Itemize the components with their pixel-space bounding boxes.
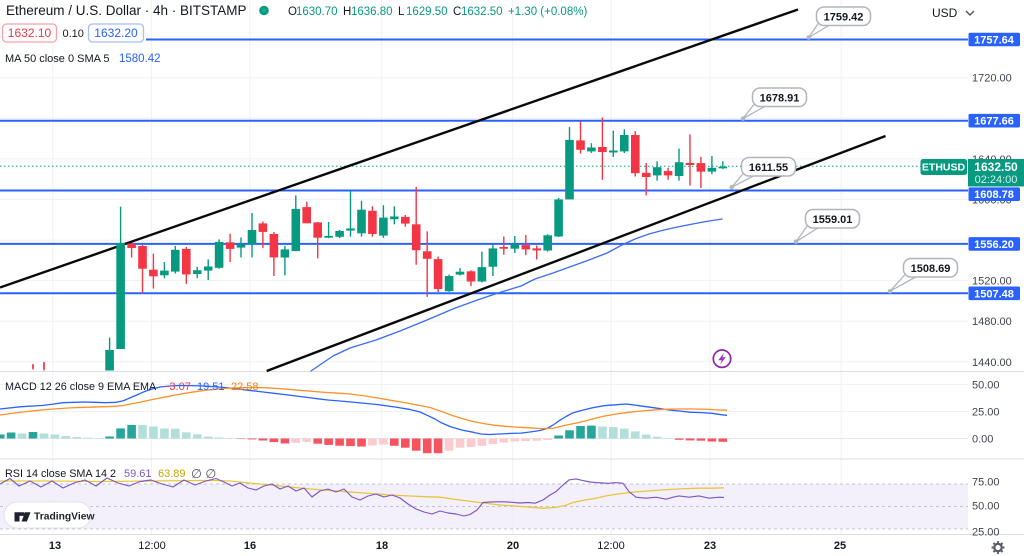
svg-text:19.51: 19.51 [197, 381, 225, 393]
svg-text:L: L [398, 6, 405, 18]
svg-text:1520.00: 1520.00 [972, 276, 1012, 288]
svg-text:+1.30 (+0.08%): +1.30 (+0.08%) [508, 6, 587, 18]
svg-text:−3.07: −3.07 [163, 381, 191, 393]
svg-text:75.00: 75.00 [972, 477, 1000, 489]
svg-text:H: H [343, 6, 351, 18]
svg-text:12:00: 12:00 [138, 540, 166, 552]
svg-text:50.00: 50.00 [972, 380, 1000, 392]
svg-text:1678.91: 1678.91 [760, 92, 800, 104]
svg-text:1559.01: 1559.01 [813, 214, 853, 226]
svg-text:25: 25 [834, 540, 846, 552]
svg-text:1556.20: 1556.20 [974, 239, 1014, 251]
svg-text:ETHUSD: ETHUSD [922, 162, 966, 174]
svg-text:12:00: 12:00 [597, 540, 625, 552]
svg-text:20: 20 [507, 540, 519, 552]
svg-text:∅ ∅: ∅ ∅ [191, 467, 216, 481]
svg-text:0.00: 0.00 [972, 434, 993, 446]
svg-text:1632.50: 1632.50 [461, 6, 503, 18]
svg-text:1611.55: 1611.55 [749, 162, 788, 174]
svg-text:1720.00: 1720.00 [972, 73, 1012, 85]
svg-text:1759.42: 1759.42 [824, 11, 864, 23]
svg-text:25.00: 25.00 [972, 407, 1000, 419]
svg-text:18: 18 [376, 540, 388, 552]
svg-text:RSI 14 close SMA 14 2: RSI 14 close SMA 14 2 [5, 468, 116, 480]
svg-text:25.00: 25.00 [972, 527, 1000, 539]
svg-text:TradingView: TradingView [34, 512, 95, 523]
svg-text:1677.66: 1677.66 [974, 116, 1014, 128]
svg-text:1580.42: 1580.42 [119, 53, 161, 65]
svg-text:50.00: 50.00 [972, 501, 1000, 513]
svg-text:1632.10: 1632.10 [8, 26, 52, 40]
svg-text:O: O [288, 6, 297, 18]
svg-text:MA 50 close 0 SMA 5: MA 50 close 0 SMA 5 [5, 53, 110, 65]
svg-text:1636.80: 1636.80 [351, 6, 393, 18]
svg-text:13: 13 [49, 540, 61, 552]
svg-text:MACD 12 26 close 9 EMA EMA: MACD 12 26 close 9 EMA EMA [5, 381, 157, 393]
svg-text:1757.64: 1757.64 [974, 35, 1015, 47]
svg-text:59.61: 59.61 [124, 468, 152, 480]
svg-text:1632.50: 1632.50 [974, 160, 1018, 174]
svg-text:1440.00: 1440.00 [972, 357, 1012, 369]
svg-text:1480.00: 1480.00 [972, 316, 1012, 328]
svg-text:23: 23 [704, 540, 716, 552]
svg-text:1632.20: 1632.20 [94, 26, 138, 40]
svg-text:C: C [453, 6, 461, 18]
svg-text:1630.70: 1630.70 [296, 6, 338, 18]
svg-text:16: 16 [244, 540, 256, 552]
svg-text:USD: USD [932, 6, 958, 20]
svg-text:22.58: 22.58 [231, 381, 259, 393]
svg-text:1608.78: 1608.78 [974, 189, 1014, 201]
svg-text:1508.69: 1508.69 [911, 263, 951, 275]
svg-text:1507.48: 1507.48 [974, 288, 1014, 300]
svg-text:1629.50: 1629.50 [406, 6, 448, 18]
svg-text:0.10: 0.10 [63, 28, 84, 40]
svg-text:02:24:00: 02:24:00 [975, 174, 1018, 186]
svg-text:63.89: 63.89 [158, 468, 186, 480]
svg-text:Ethereum / U.S. Dollar · 4h ·: Ethereum / U.S. Dollar · 4h · BITSTAMP [6, 3, 247, 18]
